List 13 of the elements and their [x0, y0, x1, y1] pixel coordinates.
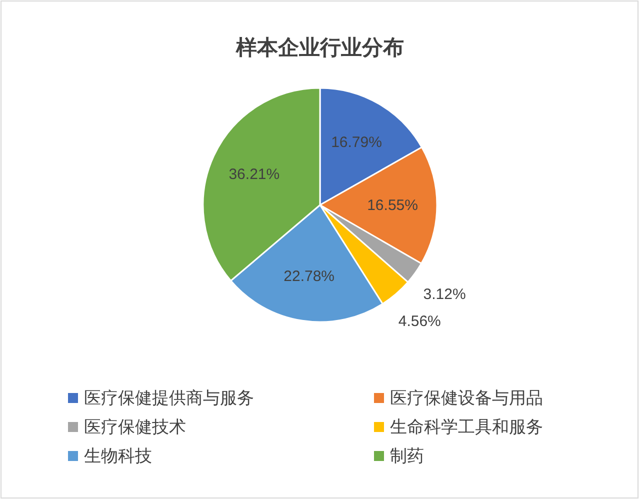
- legend-label: 生物科技: [84, 446, 152, 466]
- data-label: 16.55%: [367, 196, 418, 214]
- legend-label: 医疗保健提供商与服务: [84, 388, 254, 408]
- chart-title: 样本企业行业分布: [235, 36, 404, 60]
- legend-label: 生命科学工具和服务: [390, 418, 543, 436]
- data-label: 3.12%: [423, 286, 466, 303]
- legend-label: 医疗保健技术: [84, 418, 186, 436]
- data-label: 22.78%: [284, 268, 335, 286]
- legend-label: 医疗保健设备与用品: [390, 388, 543, 408]
- data-label: 16.79%: [331, 134, 382, 151]
- data-label: 36.21%: [228, 166, 280, 184]
- data-label: 4.56%: [398, 312, 441, 330]
- legend-label: 制药: [390, 446, 424, 466]
